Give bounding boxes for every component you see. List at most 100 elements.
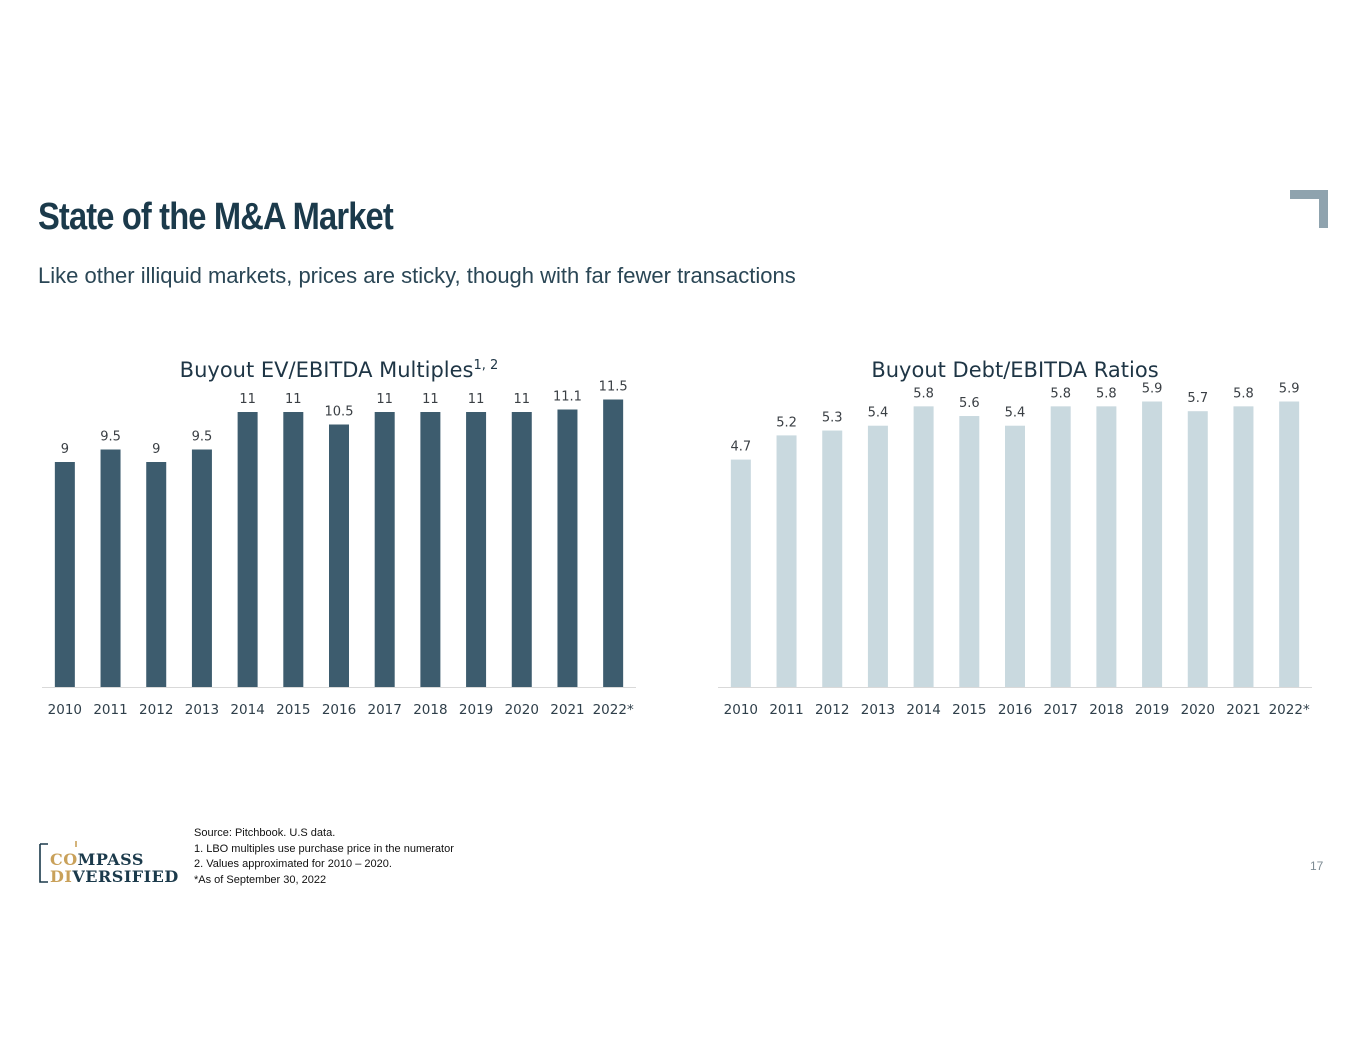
data-label: 9 [61,442,69,457]
x-tick-label: 2017 [368,702,402,718]
bar [1096,406,1117,687]
footnote-source: Source: Pitchbook. U.S data. [194,827,336,839]
x-tick-label: 2011 [93,702,127,718]
debt-ebitda-chart-svg: Buyout Debt/EBITDA Ratios 4.7 2010 5.2 2011 5… [718,358,1312,718]
chart-title-text: Buyout EV/EBITDA Multiples [180,358,474,382]
x-tick-label: 2011 [769,702,803,718]
bar [1005,425,1025,687]
logo-text-1: MPASS [78,850,144,869]
data-label: 5.2 [776,415,797,430]
slide-subtitle: Like other illiquid markets, prices are … [38,263,796,288]
data-label: 5.8 [1050,386,1071,401]
data-label: 11 [422,392,439,407]
x-tick-label: 2010 [724,702,758,718]
bar [603,399,624,687]
x-tick-label: 2012 [815,702,849,718]
bar [959,416,980,687]
data-label: 9.5 [192,430,213,445]
data-label: 5.9 [1279,382,1300,397]
data-label: 11.1 [553,390,582,405]
data-label: 5.7 [1187,391,1208,406]
data-label: 4.7 [731,440,752,455]
bar [466,412,487,687]
chart-title: Buyout Debt/EBITDA Ratios [871,358,1158,382]
x-tick-label: 2013 [861,702,895,718]
x-tick-label: 2016 [998,702,1032,718]
x-tick-label: 2018 [1089,702,1123,718]
data-label: 5.3 [822,411,843,426]
data-label: 5.8 [913,386,934,401]
x-tick-label: 2014 [906,702,940,718]
bar [776,435,797,687]
x-tick-label: 2022* [1269,702,1310,718]
bar [822,430,843,687]
bar [1233,406,1254,687]
data-label: 11 [376,392,393,407]
bar [420,412,441,687]
x-tick-label: 2020 [505,702,539,718]
data-label: 11 [468,392,485,407]
bar [867,425,888,687]
slide-title: State of the M&A Market [38,196,394,238]
data-label: 11 [285,392,302,407]
bar [1279,401,1300,687]
footnotes: Source: Pitchbook. U.S data. 1. LBO mult… [194,826,454,888]
debt-ebitda-chart: Buyout Debt/EBITDA Ratios 4.7 2010 5.2 2011 5… [714,350,1316,730]
bar [730,459,751,687]
bar [100,449,121,687]
logo-gold-1: CO [50,850,78,869]
page-number: 17 [1310,859,1324,873]
x-tick-label: 2013 [185,702,219,718]
bar [283,412,304,687]
logo-text-2: VERSIFIED [71,867,178,886]
footnote-1: 1. LBO multiples use purchase price in t… [194,842,454,855]
bar [557,409,578,687]
bar [329,424,349,687]
data-label: 5.8 [1233,386,1254,401]
chart-title-superscript: 1, 2 [474,358,499,373]
bar [54,462,75,687]
footnote-2: 2. Values approximated for 2010 – 2020. [194,858,392,870]
x-tick-label: 2021 [550,702,584,718]
data-label: 10.5 [325,405,354,420]
bar [237,412,258,687]
x-tick-label: 2010 [48,702,82,718]
data-label: 9.5 [100,430,121,445]
bar [1050,406,1071,687]
svg-text:DIVERSIFIED: DIVERSIFIED [50,867,178,886]
ev-ebitda-chart-svg: Buyout EV/EBITDA Multiples1, 2 9 2010 9.5 20… [42,358,636,718]
bar [1142,401,1163,687]
compass-diversified-logo: COMPASS DIVERSIFIED [39,841,178,886]
x-tick-label: 2019 [1135,702,1169,718]
data-label: 5.6 [959,396,980,411]
x-tick-label: 2015 [952,702,986,718]
data-label: 11 [239,392,256,407]
chart-title-text: Buyout Debt/EBITDA Ratios [871,358,1158,382]
data-label: 5.4 [1005,406,1026,421]
data-label: 9 [152,442,160,457]
x-tick-label: 2012 [139,702,173,718]
data-label: 11.5 [599,380,628,395]
x-tick-label: 2017 [1044,702,1078,718]
data-label: 5.9 [1142,382,1163,397]
x-tick-label: 2020 [1181,702,1215,718]
x-tick-label: 2015 [276,702,310,718]
data-label: 5.8 [1096,386,1117,401]
chart-title: Buyout EV/EBITDA Multiples1, 2 [180,358,499,382]
bar [1187,411,1208,687]
footnote-asof: *As of September 30, 2022 [194,873,327,886]
x-tick-label: 2018 [413,702,447,718]
bar [913,406,934,687]
ev-ebitda-chart: Buyout EV/EBITDA Multiples1, 2 9 2010 9.5 20… [38,350,640,730]
corner-bracket-icon [1290,190,1328,228]
bar [511,412,532,687]
data-label: 5.4 [868,406,889,421]
data-label: 11 [513,392,530,407]
bar [191,449,212,687]
x-tick-label: 2014 [230,702,264,718]
logo-gold-2: DI [50,867,72,886]
x-tick-label: 2019 [459,702,493,718]
x-tick-label: 2016 [322,702,356,718]
bar [374,412,395,687]
bar [146,462,167,687]
